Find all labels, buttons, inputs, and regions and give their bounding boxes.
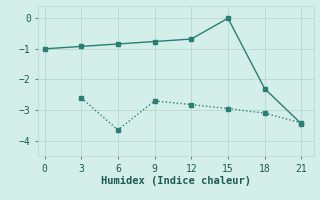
X-axis label: Humidex (Indice chaleur): Humidex (Indice chaleur) [101,176,251,186]
